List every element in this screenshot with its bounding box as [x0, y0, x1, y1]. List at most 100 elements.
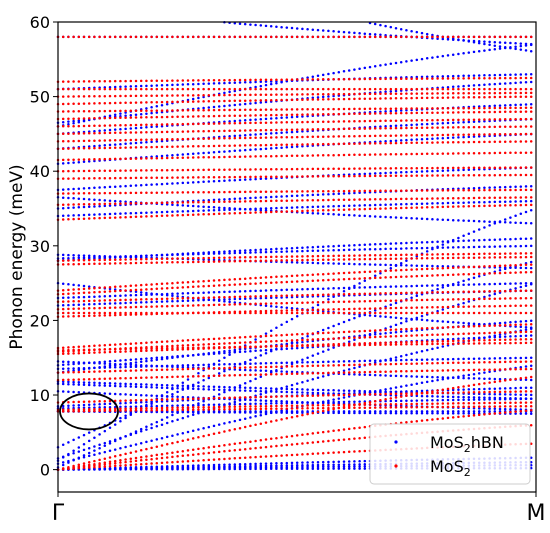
data-point: [498, 321, 502, 325]
data-point: [207, 374, 211, 378]
data-point: [249, 389, 252, 393]
data-point: [493, 331, 497, 335]
data-point: [207, 397, 211, 400]
data-point: [254, 415, 257, 418]
data-point: [306, 205, 309, 209]
data-point: [176, 440, 179, 444]
data-point: [394, 89, 398, 93]
data-point: [483, 338, 486, 342]
data-point: [264, 352, 268, 355]
data-point: [93, 144, 96, 148]
data-point: [124, 358, 127, 362]
data-point: [483, 245, 486, 249]
data-point: [457, 391, 460, 394]
data-point: [457, 219, 460, 222]
data-point: [519, 393, 523, 396]
data-point: [529, 42, 533, 46]
data-point: [243, 22, 247, 26]
data-point: [431, 137, 434, 140]
data-point: [509, 185, 512, 189]
data-point: [384, 311, 387, 315]
data-point: [457, 410, 460, 413]
data-point: [503, 218, 507, 221]
data-point: [519, 338, 523, 341]
data-point: [181, 449, 185, 453]
data-point: [93, 403, 96, 406]
data-point: [353, 316, 356, 320]
data-point: [498, 200, 502, 204]
data-point: [155, 461, 159, 465]
data-point: [373, 341, 377, 345]
data-point: [467, 410, 471, 413]
data-point: [259, 438, 263, 442]
data-point: [176, 395, 179, 399]
data-point: [425, 137, 429, 141]
data-point: [124, 416, 127, 420]
data-point: [124, 142, 127, 146]
data-point: [61, 282, 65, 285]
data-point: [186, 415, 190, 418]
data-point: [446, 416, 450, 420]
data-point: [139, 301, 143, 304]
data-point: [358, 307, 361, 311]
data-point: [332, 300, 335, 304]
data-point: [368, 214, 372, 218]
data-point: [145, 465, 148, 469]
data-point: [87, 213, 91, 217]
data-point: [503, 200, 507, 203]
data-point: [275, 309, 278, 313]
data-point: [254, 118, 257, 121]
data-point: [441, 339, 445, 343]
data-point: [285, 407, 289, 410]
data-point: [483, 392, 486, 396]
data-point: [332, 331, 335, 334]
data-point: [363, 243, 367, 247]
data-point: [483, 295, 486, 299]
data-point: [457, 395, 460, 399]
data-point: [139, 398, 143, 402]
data-point: [462, 410, 465, 413]
data-point: [124, 463, 127, 467]
data-point: [207, 298, 211, 301]
data-point: [67, 371, 70, 374]
data-point: [337, 322, 341, 326]
data-point: [498, 360, 502, 364]
data-point: [420, 327, 424, 330]
data-point: [425, 311, 429, 315]
data-point: [223, 298, 226, 301]
data-point: [498, 282, 502, 286]
data-point: [77, 187, 81, 190]
data-point: [228, 104, 231, 107]
data-point: [119, 200, 122, 203]
data-point: [290, 309, 294, 312]
data-point: [150, 311, 153, 315]
data-point: [176, 411, 179, 414]
data-point: [207, 458, 211, 462]
data-point: [186, 299, 190, 302]
data-point: [529, 360, 533, 363]
data-point: [197, 252, 200, 256]
data-point: [160, 340, 164, 344]
data-point: [477, 238, 481, 242]
data-point: [358, 191, 361, 195]
data-point: [394, 374, 398, 378]
data-point: [327, 331, 330, 335]
data-point: [384, 403, 387, 406]
data-point: [145, 383, 148, 386]
data-point: [425, 246, 429, 250]
data-point: [280, 146, 283, 149]
data-point: [207, 291, 211, 294]
data-point: [181, 181, 185, 185]
data-point: [113, 369, 117, 373]
data-point: [462, 311, 465, 315]
data-point: [321, 308, 325, 311]
data-point: [493, 311, 497, 315]
data-point: [451, 53, 455, 56]
data-point: [311, 452, 315, 456]
data-point: [155, 358, 159, 362]
data-point: [441, 286, 445, 289]
data-point: [249, 148, 252, 152]
data-point: [176, 304, 179, 308]
data-point: [61, 382, 65, 386]
data-point: [72, 303, 75, 307]
